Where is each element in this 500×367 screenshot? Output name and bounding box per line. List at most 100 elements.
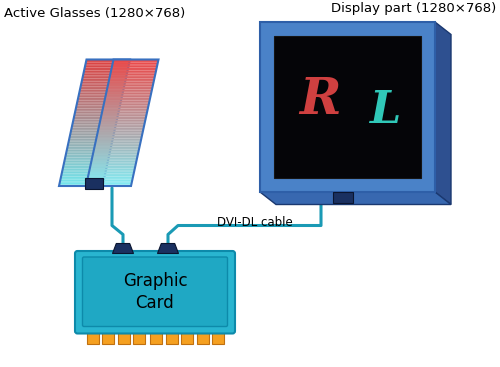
Polygon shape xyxy=(96,135,142,137)
Polygon shape xyxy=(78,96,122,98)
Polygon shape xyxy=(78,98,122,99)
Polygon shape xyxy=(94,145,140,146)
Polygon shape xyxy=(93,153,138,155)
Polygon shape xyxy=(85,66,128,68)
Polygon shape xyxy=(88,177,133,178)
Polygon shape xyxy=(77,102,120,104)
Polygon shape xyxy=(88,178,132,180)
Polygon shape xyxy=(91,161,136,162)
Polygon shape xyxy=(73,121,117,123)
Polygon shape xyxy=(93,151,138,153)
Polygon shape xyxy=(104,101,150,102)
Polygon shape xyxy=(103,105,148,107)
Polygon shape xyxy=(110,75,155,77)
Polygon shape xyxy=(96,137,142,139)
Bar xyxy=(196,331,208,344)
Polygon shape xyxy=(62,173,105,175)
Polygon shape xyxy=(75,112,118,113)
Text: L: L xyxy=(370,90,400,132)
Polygon shape xyxy=(113,61,158,63)
Polygon shape xyxy=(86,185,132,186)
FancyBboxPatch shape xyxy=(75,251,235,334)
Polygon shape xyxy=(107,88,152,90)
Polygon shape xyxy=(75,110,119,112)
Polygon shape xyxy=(62,170,106,172)
Polygon shape xyxy=(84,69,128,70)
Polygon shape xyxy=(95,143,140,145)
Polygon shape xyxy=(112,68,157,69)
Polygon shape xyxy=(60,181,104,183)
Text: Graphic
Card: Graphic Card xyxy=(122,272,188,312)
Polygon shape xyxy=(94,150,139,151)
Polygon shape xyxy=(94,148,139,150)
Polygon shape xyxy=(80,91,123,93)
Polygon shape xyxy=(86,59,130,61)
Polygon shape xyxy=(72,124,116,126)
Polygon shape xyxy=(108,80,154,81)
Polygon shape xyxy=(66,155,110,156)
Polygon shape xyxy=(80,88,124,90)
Polygon shape xyxy=(102,112,147,113)
Polygon shape xyxy=(86,61,130,63)
Bar xyxy=(166,331,177,344)
Polygon shape xyxy=(101,115,146,116)
Polygon shape xyxy=(83,74,127,75)
Polygon shape xyxy=(66,151,110,153)
Bar xyxy=(85,178,103,189)
Polygon shape xyxy=(84,68,128,69)
Polygon shape xyxy=(65,156,109,157)
Polygon shape xyxy=(108,83,154,85)
Polygon shape xyxy=(68,145,112,146)
Polygon shape xyxy=(112,66,157,68)
Bar xyxy=(133,331,145,344)
Polygon shape xyxy=(73,120,117,121)
Polygon shape xyxy=(98,126,144,127)
Polygon shape xyxy=(108,85,153,86)
Polygon shape xyxy=(76,107,120,109)
Polygon shape xyxy=(68,142,112,143)
Polygon shape xyxy=(65,157,108,159)
Polygon shape xyxy=(87,180,132,181)
Polygon shape xyxy=(82,81,125,83)
Polygon shape xyxy=(60,180,104,181)
Polygon shape xyxy=(86,181,132,183)
Polygon shape xyxy=(86,63,130,64)
Polygon shape xyxy=(67,146,111,148)
Bar xyxy=(150,331,162,344)
Polygon shape xyxy=(100,118,146,120)
Polygon shape xyxy=(90,166,136,167)
Polygon shape xyxy=(91,162,136,164)
Polygon shape xyxy=(92,159,137,161)
Polygon shape xyxy=(94,146,140,148)
Polygon shape xyxy=(98,129,144,131)
Polygon shape xyxy=(111,69,156,70)
Polygon shape xyxy=(64,164,108,166)
Polygon shape xyxy=(110,77,154,79)
Polygon shape xyxy=(78,94,122,96)
Polygon shape xyxy=(105,98,150,99)
Polygon shape xyxy=(80,85,124,86)
Polygon shape xyxy=(89,172,134,173)
Polygon shape xyxy=(60,183,103,185)
Polygon shape xyxy=(104,102,149,104)
Bar xyxy=(212,331,224,344)
Polygon shape xyxy=(106,94,151,96)
Polygon shape xyxy=(63,166,107,167)
Polygon shape xyxy=(102,109,148,110)
Polygon shape xyxy=(74,116,118,118)
Polygon shape xyxy=(72,126,116,127)
Polygon shape xyxy=(98,127,144,129)
Polygon shape xyxy=(98,131,143,132)
Polygon shape xyxy=(260,192,451,204)
FancyBboxPatch shape xyxy=(82,257,228,327)
Polygon shape xyxy=(67,148,111,150)
Polygon shape xyxy=(106,91,152,93)
Polygon shape xyxy=(97,134,142,135)
Polygon shape xyxy=(77,101,121,102)
Polygon shape xyxy=(85,64,129,66)
Polygon shape xyxy=(74,115,118,116)
Polygon shape xyxy=(110,72,156,74)
Polygon shape xyxy=(82,75,126,77)
Bar xyxy=(181,331,193,344)
Polygon shape xyxy=(103,107,148,109)
